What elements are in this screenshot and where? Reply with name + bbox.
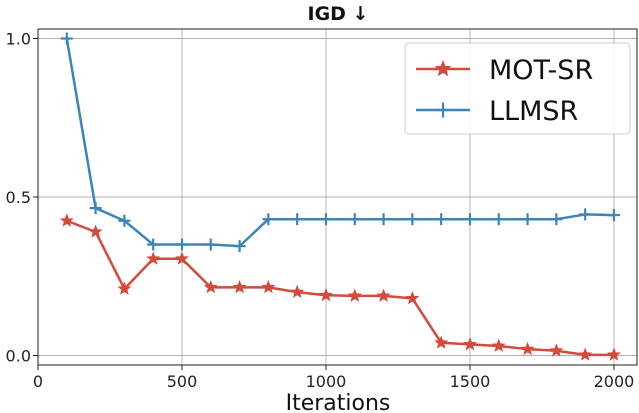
data-point-llmsr: [579, 208, 592, 221]
data-point-llmsr: [291, 213, 304, 226]
legend: MOT-SR LLMSR: [404, 42, 631, 135]
data-point-llmsr: [233, 240, 246, 253]
data-point-llmsr: [89, 202, 102, 215]
data-point-mot-sr: [578, 347, 593, 361]
data-point-mot-sr: [319, 287, 333, 302]
data-point-mot-sr: [463, 337, 477, 351]
x-tick-label: 2000: [594, 372, 635, 391]
series-llmsr: [60, 32, 620, 253]
y-tick-label: 0.0: [6, 346, 31, 365]
data-point-mot-sr: [146, 251, 161, 265]
data-point-mot-sr: [232, 280, 247, 294]
legend-item-mot-sr: MOT-SR: [416, 55, 593, 86]
data-point-llmsr: [147, 238, 160, 251]
data-point-llmsr: [60, 32, 73, 45]
data-point-mot-sr: [88, 224, 103, 238]
x-tick-label: 0: [33, 372, 43, 391]
data-point-llmsr: [406, 213, 419, 226]
x-axis-title: Iterations: [286, 391, 391, 413]
y-tick-label: 1.0: [6, 30, 31, 49]
data-point-mot-sr: [203, 280, 218, 294]
legend-items: MOT-SR LLMSR: [416, 55, 593, 127]
data-point-llmsr: [550, 213, 563, 226]
data-point-llmsr: [118, 214, 131, 227]
data-point-llmsr: [262, 213, 275, 226]
data-point-llmsr: [435, 213, 448, 226]
data-point-llmsr: [463, 213, 476, 226]
x-tick-label: 500: [167, 372, 198, 391]
data-point-llmsr: [377, 213, 390, 226]
data-point-llmsr: [348, 213, 361, 226]
data-point-llmsr: [492, 213, 505, 226]
x-tick-label: 1000: [306, 372, 347, 391]
legend-label-llmsr: LLMSR: [489, 96, 578, 127]
legend-item-llmsr: LLMSR: [416, 96, 578, 127]
data-point-llmsr: [175, 238, 188, 251]
legend-label-mot-sr: MOT-SR: [489, 55, 593, 86]
data-point-llmsr: [204, 238, 217, 251]
data-point-mot-sr: [376, 288, 391, 302]
legend-marker-mot-sr: [434, 60, 452, 77]
data-point-mot-sr: [405, 291, 420, 305]
data-point-mot-sr: [175, 251, 189, 265]
data-point-mot-sr: [347, 288, 362, 302]
data-point-mot-sr: [491, 338, 506, 352]
data-point-mot-sr: [434, 335, 449, 349]
data-point-mot-sr: [520, 341, 535, 356]
data-point-mot-sr: [261, 280, 276, 294]
data-point-llmsr: [521, 213, 534, 226]
data-point-llmsr: [319, 213, 332, 226]
x-axis-ticks: 0 500 1000 1500 2000: [33, 365, 634, 391]
data-point-mot-sr: [606, 347, 621, 361]
data-point-mot-sr: [59, 213, 74, 227]
data-point-mot-sr: [290, 284, 305, 299]
data-point-mot-sr: [549, 343, 564, 357]
chart-title: IGD ↓: [308, 3, 369, 25]
x-tick-label: 1500: [450, 372, 491, 391]
series-layer: [59, 32, 621, 361]
y-axis-ticks: 0.0 0.5 1.0: [6, 30, 38, 365]
data-point-llmsr: [607, 209, 620, 222]
legend-marker-llmsr: [435, 102, 451, 118]
y-tick-label: 0.5: [6, 188, 31, 207]
data-point-mot-sr: [117, 281, 132, 295]
series-mot-sr: [59, 213, 621, 361]
